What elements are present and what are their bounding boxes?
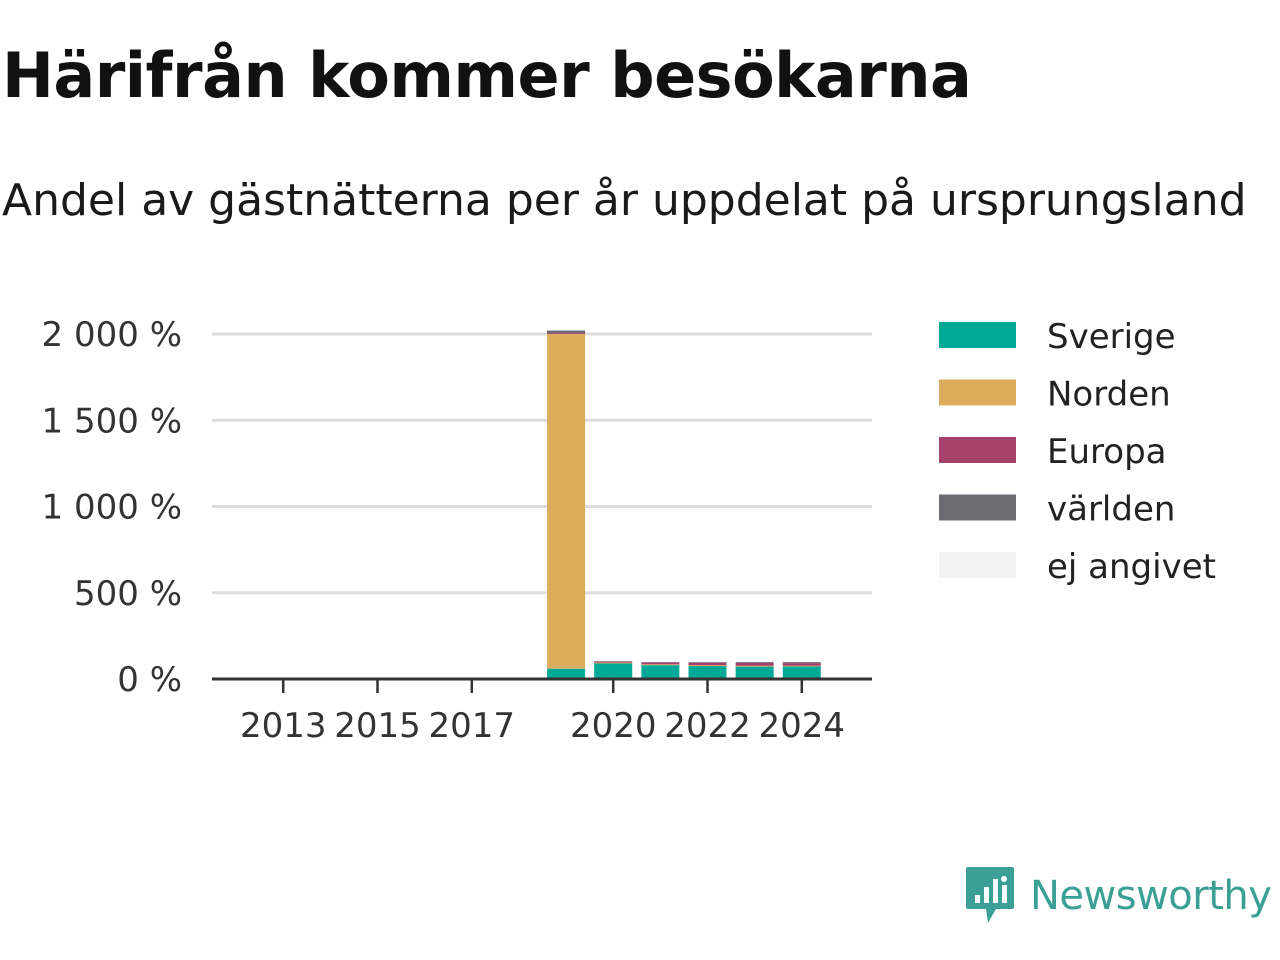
bar-segment-Norden (735, 665, 774, 667)
bar-segment-Europa (641, 662, 680, 665)
y-axis-ticks: 0 % 500 % 1 000 % 1 500 % 2 000 % (42, 315, 182, 700)
chart-subtitle: Andel av gästnätterna per år uppdelat på… (2, 175, 1247, 226)
x-tick-label: 2022 (664, 706, 751, 746)
y-tick-label: 0 % (117, 660, 182, 700)
bar-segment-Sverige (688, 666, 727, 679)
bar-segment-Sverige (594, 663, 633, 679)
y-tick-label: 500 % (74, 574, 182, 614)
bar-segment-Norden (594, 662, 633, 664)
brand-logo: Newsworthy (964, 864, 1272, 928)
x-tick-label: 2015 (334, 706, 421, 746)
legend-label: Sverige (1047, 317, 1176, 357)
legend-label: ej angivet (1047, 547, 1216, 587)
bar-segment-Norden (688, 665, 727, 667)
bar-segment-världen (782, 662, 821, 664)
legend-swatch (939, 379, 1016, 406)
bar-segment-Europa (735, 662, 774, 666)
gridlines (212, 332, 872, 595)
x-tick-label: 2024 (759, 706, 846, 746)
bar-segment-världen (641, 662, 680, 663)
bars (547, 330, 821, 679)
legend-swatch (939, 552, 1016, 578)
legend-label: Europa (1047, 432, 1166, 472)
x-tick-label: 2017 (429, 706, 516, 746)
newsworthy-logo-icon (966, 867, 1014, 923)
bar-segment-världen (688, 662, 727, 663)
y-tick-label: 2 000 % (42, 315, 182, 355)
bar-segment-Sverige (547, 668, 586, 679)
legend-swatch (939, 322, 1016, 348)
bar-segment-Norden (782, 665, 821, 667)
y-tick-label: 1 500 % (42, 401, 182, 441)
legend-label: världen (1047, 490, 1175, 530)
bar-segment-Sverige (782, 666, 821, 679)
x-axis-ticks: 2013 2015 2017 2020 2022 2024 (240, 679, 845, 746)
chart-title: Härifrån kommer besökarna (2, 39, 972, 112)
bar-segment-Sverige (735, 666, 774, 679)
stacked-bar-chart: 0 %500 %1 000 %1 500 %2 000 % 2013 2015 20… (42, 315, 1216, 746)
bar-segment-Sverige (641, 665, 680, 679)
legend-swatch (939, 437, 1016, 463)
legend-swatch (939, 494, 1016, 521)
brand-name: Newsworthy (1030, 873, 1272, 919)
bar-segment-Norden (547, 334, 586, 669)
bar-segment-Europa (782, 663, 821, 666)
x-tick-label: 2013 (240, 706, 327, 746)
bar-segment-Europa (688, 662, 727, 666)
bar-segment-Norden (641, 664, 680, 666)
bar-segment-Europa (547, 333, 586, 334)
y-tick-label: 1 000 % (42, 488, 182, 528)
legend: Sverige Norden Europa världen ej angivet (939, 317, 1216, 587)
bar-segment-Europa (594, 661, 633, 663)
x-tick-label: 2020 (570, 706, 657, 746)
bar-segment-världen (547, 330, 586, 334)
bar-segment-världen (735, 662, 774, 663)
legend-label: Norden (1047, 375, 1171, 415)
